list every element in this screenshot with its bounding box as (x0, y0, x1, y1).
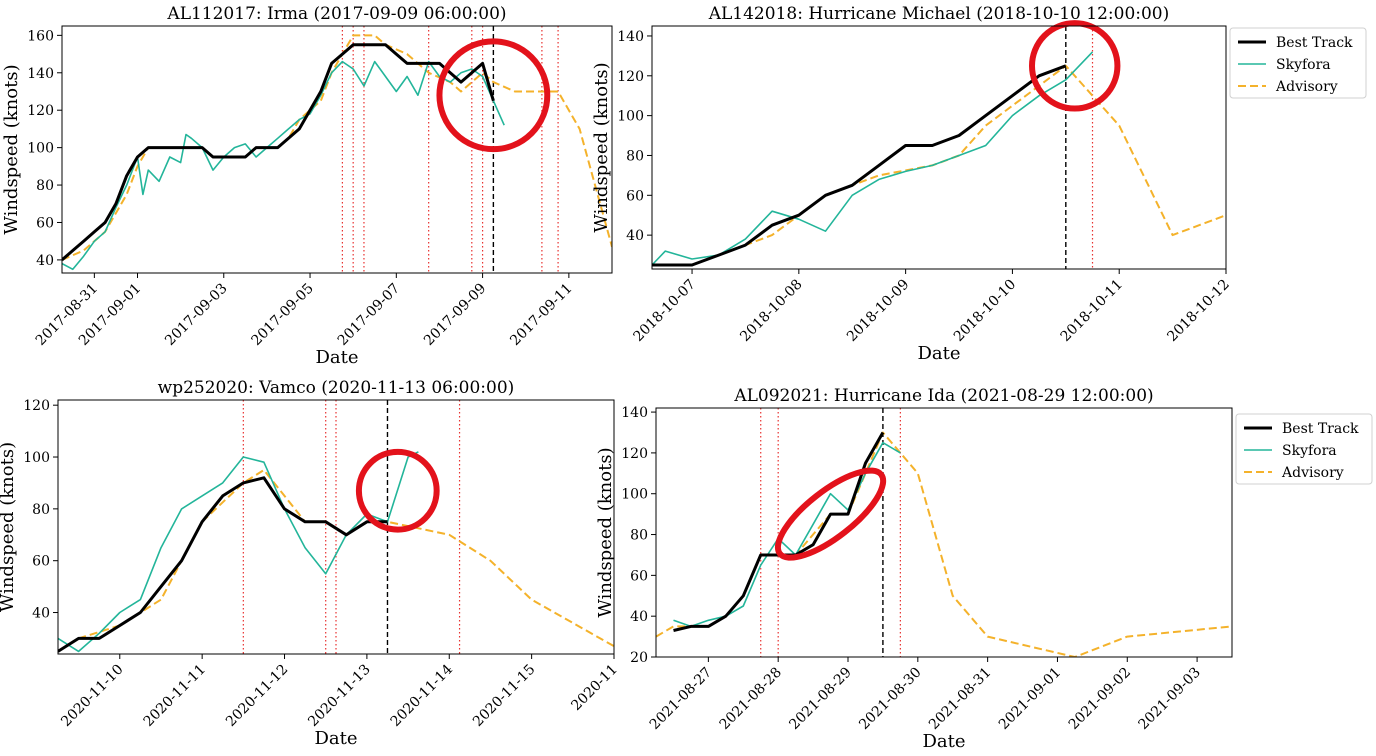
legend-label: Skyfora (1276, 57, 1331, 73)
chart-title: AL142018: Hurricane Michael (2018-10-10 … (708, 4, 1170, 24)
y-tick-label: 80 (32, 502, 50, 518)
chart-title: AL092021: Hurricane Ida (2021-08-29 12:0… (733, 386, 1153, 406)
chart-title: wp252020: Vamco (2020-11-13 06:00:00) (158, 378, 515, 398)
y-tick-label: 80 (630, 528, 648, 544)
plot-frame (656, 408, 1232, 657)
x-tick-label: 2020-11-15 (470, 662, 538, 730)
x-tick-label: 2020-11-13 (305, 662, 373, 730)
x-tick-label: 2018-10-09 (844, 277, 912, 345)
y-tick-label: 40 (36, 253, 54, 269)
y-tick-label: 80 (36, 178, 54, 194)
legend-label: Advisory (1275, 79, 1338, 95)
y-tick-label: 100 (617, 109, 644, 125)
y-tick-label: 40 (32, 606, 50, 622)
highlight-circle (1032, 23, 1117, 108)
x-tick-label: 2021-09-01 (996, 665, 1064, 733)
x-tick-label: 2017-09-05 (248, 281, 316, 349)
y-tick-label: 140 (27, 66, 54, 82)
x-tick-label: 2021-08-31 (926, 665, 994, 733)
chart-panel-2: AL142018: Hurricane Michael (2018-10-10 … (591, 4, 1366, 364)
y-tick-label: 60 (630, 568, 648, 584)
y-axis-label: Windspeed (knots) (591, 62, 612, 232)
y-tick-label: 120 (617, 69, 644, 85)
x-tick-label: 2020-11-11 (141, 662, 209, 730)
x-tick-label: 2020-11-14 (388, 661, 456, 729)
chart-panel-4: AL092021: Hurricane Ida (2021-08-29 12:0… (595, 386, 1372, 752)
chart-panel-1: AL112017: Irma (2017-09-09 06:00:00) 40 60… (1, 4, 612, 368)
x-tick-label: 2020-11 (568, 662, 620, 714)
legend: Best Track Skyfora Advisory (1230, 28, 1366, 98)
x-tick-label: 2021-08-30 (856, 665, 924, 733)
series-advisory (656, 433, 1232, 658)
legend-label: Skyfora (1282, 443, 1337, 459)
x-tick-label: 2021-09-02 (1066, 665, 1134, 733)
y-tick-label: 140 (621, 405, 648, 421)
series-advisory (62, 35, 612, 260)
x-tick-label: 2020-11-10 (58, 662, 126, 730)
chart-panel-3: wp252020: Vamco (2020-11-13 06:00:00) 40 6… (0, 378, 621, 749)
y-tick-label: 140 (617, 29, 644, 45)
y-tick-label: 120 (23, 398, 50, 414)
legend-label: Best Track (1282, 421, 1359, 437)
x-axis-label: Date (314, 728, 357, 749)
y-axis-label: Windspeed (knots) (595, 447, 616, 617)
series-skyfora (58, 452, 418, 652)
y-tick-label: 100 (621, 487, 648, 503)
x-tick-label: 2017-09-11 (507, 281, 575, 349)
y-tick-label: 120 (621, 446, 648, 462)
y-tick-label: 40 (630, 609, 648, 625)
x-tick-label: 2018-10-08 (737, 277, 805, 345)
x-tick-label: 2017-09-07 (335, 281, 403, 349)
y-tick-label: 160 (27, 28, 54, 44)
x-tick-label: 2021-08-27 (647, 665, 715, 733)
y-tick-label: 60 (36, 215, 54, 231)
x-tick-label: 2017-09-03 (162, 281, 230, 349)
x-tick-label: 2017-09-09 (421, 281, 489, 349)
legend-label: Best Track (1276, 35, 1353, 51)
y-tick-label: 100 (27, 141, 54, 157)
series-advisory (652, 66, 1226, 265)
plot-frame (652, 26, 1226, 269)
x-axis-label: Date (922, 731, 965, 752)
y-tick-label: 120 (27, 103, 54, 119)
x-tick-label: 2021-08-28 (717, 665, 785, 733)
y-tick-label: 60 (32, 554, 50, 570)
y-tick-label: 40 (626, 228, 644, 244)
series-best-track (652, 66, 1066, 265)
y-tick-label: 60 (626, 188, 644, 204)
x-tick-label: 2018-10-11 (1058, 277, 1126, 345)
x-axis-label: Date (315, 347, 358, 368)
y-tick-label: 100 (23, 450, 50, 466)
legend-label: Advisory (1281, 465, 1344, 481)
x-tick-label: 2018-10-12 (1164, 277, 1232, 345)
legend: Best Track Skyfora Advisory (1236, 414, 1372, 484)
x-tick-label: 2018-10-10 (951, 277, 1019, 345)
y-tick-label: 80 (626, 148, 644, 164)
y-tick-label: 20 (630, 650, 648, 666)
x-tick-label: 2018-10-07 (630, 277, 698, 345)
y-axis-label: Windspeed (knots) (1, 64, 22, 234)
y-axis-label: Windspeed (knots) (0, 442, 18, 612)
x-axis-label: Date (917, 343, 960, 364)
series-best-track (62, 45, 493, 260)
x-tick-label: 2020-11-12 (223, 662, 291, 730)
x-tick-label: 2021-08-29 (786, 665, 854, 733)
x-tick-label: 2021-09-03 (1136, 665, 1204, 733)
chart-title: AL112017: Irma (2017-09-09 06:00:00) (166, 4, 506, 24)
